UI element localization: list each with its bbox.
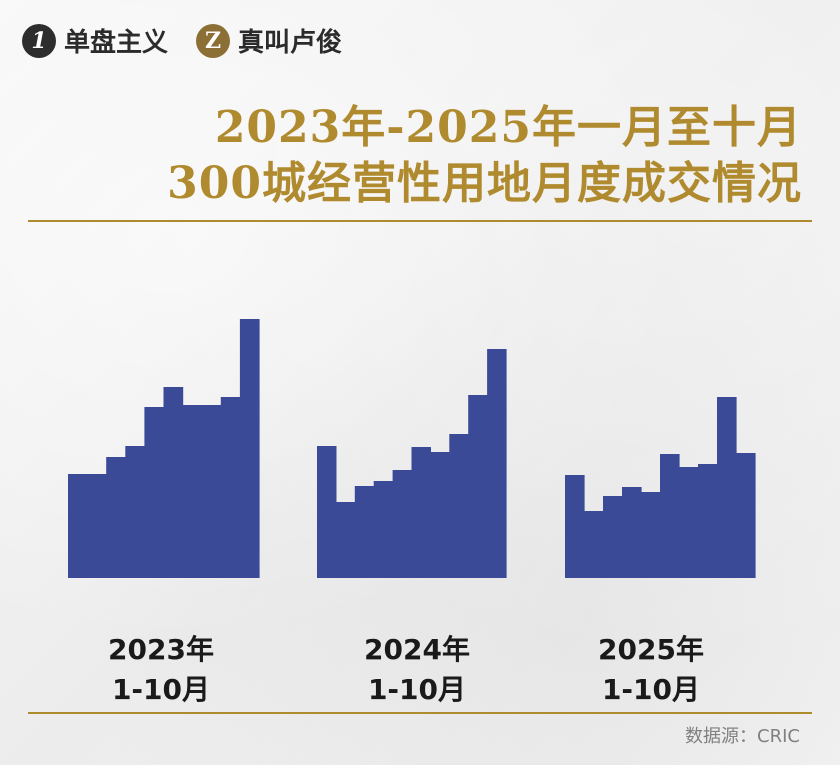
brand-logo-icon: 1 (22, 23, 56, 58)
bar-month-3 (354, 486, 375, 578)
bar-month-6 (163, 387, 184, 578)
bar-month-10 (736, 453, 756, 578)
bar-chart-2025年 (565, 397, 756, 578)
bar-month-6 (660, 454, 680, 578)
brand-name: 单盘主义 (64, 28, 169, 58)
bar-month-8 (201, 405, 222, 578)
bar-month-1 (317, 446, 337, 578)
bar-month-4 (373, 481, 394, 578)
bar-month-5 (641, 492, 661, 578)
bar-month-8 (449, 434, 469, 578)
bar-month-4 (622, 487, 642, 578)
bar-month-5 (392, 470, 413, 578)
source-note: 数据源：CRIC (685, 726, 800, 747)
brand-name: 真叫卢俊 (238, 28, 343, 58)
bar-month-7 (679, 467, 699, 578)
bar-month-5 (144, 407, 165, 578)
bar-month-9 (717, 397, 737, 578)
bar-month-2 (335, 502, 356, 578)
range-text: 1-10月 (601, 673, 701, 706)
bar-month-10 (487, 349, 507, 578)
brand-zhenjiaolujun: Z 真叫卢俊 (196, 22, 342, 59)
bar-month-2 (584, 511, 604, 578)
bar-month-3 (603, 496, 623, 578)
brand-logo-icon: Z (196, 23, 230, 58)
bar-month-3 (106, 457, 126, 578)
year-text: 2024年 (364, 633, 470, 666)
title-line-1: 2023年-2025年一月至十月 (214, 102, 802, 153)
chart-label-2023: 2023年 1-10月 (61, 630, 261, 710)
bar-month-1 (68, 474, 88, 578)
bar-month-2 (87, 474, 107, 578)
bar-chart-2024年 (317, 349, 507, 578)
year-text: 2025年 (598, 633, 704, 666)
bar-month-9 (468, 395, 488, 578)
bar-month-8 (698, 464, 718, 578)
year-text: 2023年 (108, 633, 214, 666)
divider-top (28, 220, 812, 222)
bar-month-4 (125, 446, 145, 578)
bar-month-10 (239, 319, 260, 578)
bar-month-7 (430, 452, 450, 578)
range-text: 1-10月 (111, 673, 211, 706)
bar-month-6 (411, 447, 431, 578)
page-title: 2023年-2025年一月至十月 300城经营性用地月度成交情况 (82, 100, 802, 212)
bar-month-1 (565, 475, 585, 578)
title-line-2: 300城经营性用地月度成交情况 (167, 158, 802, 209)
bar-month-9 (220, 397, 241, 578)
chart-label-2024: 2024年 1-10月 (317, 630, 517, 710)
bar-chart-2023年 (68, 319, 260, 578)
chart-label-2025: 2025年 1-10月 (551, 630, 751, 710)
range-text: 1-10月 (367, 673, 467, 706)
divider-bottom (28, 712, 812, 714)
brand-danpanzhuyi: 1 单盘主义 (22, 22, 168, 59)
bar-month-7 (182, 405, 203, 578)
